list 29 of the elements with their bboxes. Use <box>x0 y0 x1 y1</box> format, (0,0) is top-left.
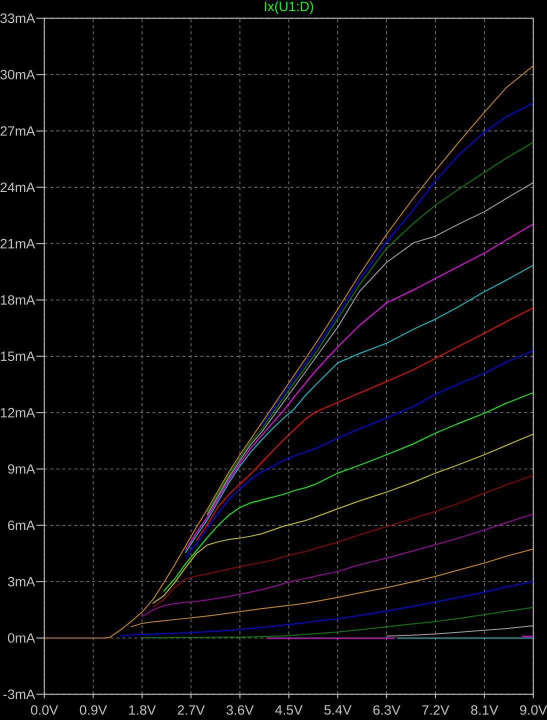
y-tick-label: 33mA <box>0 14 36 24</box>
x-tick-label: 5.4V <box>324 705 352 715</box>
x-tick-label: 0.9V <box>80 705 108 715</box>
line-series <box>142 514 534 617</box>
line-series <box>386 625 534 637</box>
x-tick-label: 1.8V <box>129 705 156 715</box>
y-tick-label: 9mA <box>8 464 36 474</box>
x-tick-label: 4.5V <box>275 705 303 715</box>
x-tick-label: 8.1V <box>471 705 498 715</box>
x-tick-label: 7.2V <box>422 705 450 715</box>
chart-title: Ix(U1:D) <box>264 1 314 14</box>
y-tick-label: 3mA <box>8 576 36 586</box>
y-tick-label: 12mA <box>0 408 36 418</box>
y-tick-label: 21mA <box>0 238 36 248</box>
y-tick-label: 18mA <box>0 295 36 305</box>
y-tick-label: -3mA <box>3 690 36 700</box>
x-tick-label: 2.7V <box>178 705 205 715</box>
x-tick-label: 3.6V <box>226 705 254 715</box>
y-tick-label: 30mA <box>0 70 36 80</box>
x-tick-label: 6.3V <box>373 705 400 715</box>
y-tick-label: 24mA <box>0 182 36 192</box>
y-tick-label: 6mA <box>8 520 36 530</box>
line-series <box>261 102 534 426</box>
y-tick-label: 15mA <box>0 352 36 361</box>
y-tick-label: 0mA <box>8 633 36 643</box>
line-series <box>130 548 534 628</box>
x-tick-label: 9.0V <box>520 705 547 715</box>
y-tick-label: 27mA <box>0 126 36 136</box>
x-tick-label: 0.0V <box>30 705 58 715</box>
